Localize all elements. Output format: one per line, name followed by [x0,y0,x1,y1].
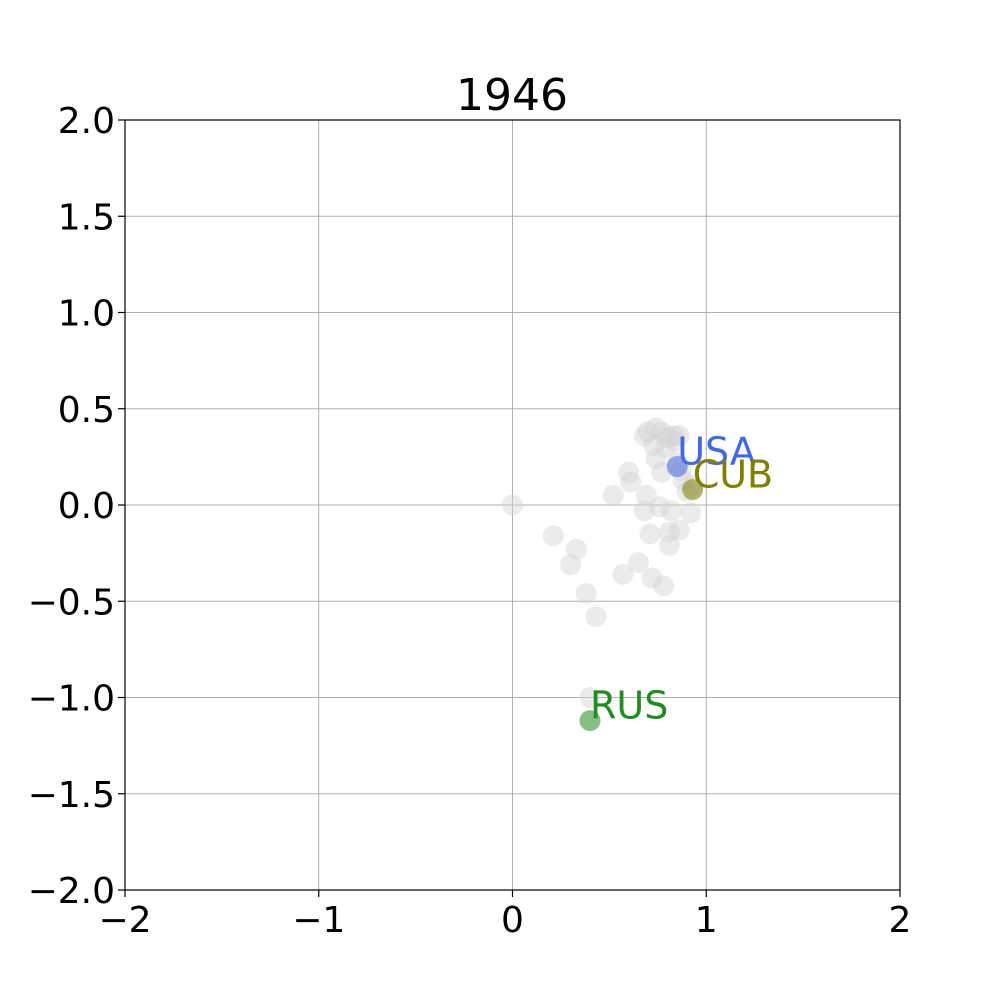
y-axis: 2.0 1.5 1.0 0.5 0.0 −0.5 −1.0 −1.5 −2.0 [28,101,125,912]
x-tick-label: 0 [501,900,524,941]
background-point [635,484,657,506]
background-point [655,436,677,458]
background-point [662,425,684,447]
background-point [653,575,675,597]
chart-title: 1946 [456,70,568,121]
background-point [668,519,690,541]
background-point [575,583,597,605]
background-points [502,417,704,708]
background-point [649,496,671,518]
background-point [641,567,663,589]
background-point [612,563,634,585]
background-point [633,500,655,522]
y-tick-label: 2.0 [58,101,115,142]
y-tick-label: 0.0 [58,486,115,527]
y-tick-label: −0.5 [28,582,115,623]
x-tick-label: −2 [98,900,151,941]
x-tick-label: 1 [695,900,718,941]
background-point [637,421,659,443]
background-point [560,554,582,576]
x-axis: −2 −1 0 1 2 [98,890,911,941]
background-point [502,494,523,516]
background-point [660,500,682,522]
background-point [585,606,607,628]
background-point [657,427,678,449]
background-point [542,525,564,547]
background-point [664,430,686,452]
y-tick-label: −1.0 [28,679,115,720]
background-point [620,471,642,493]
highlighted-point-rus [579,710,601,732]
background-point [633,425,655,447]
y-tick-label: −2.0 [28,871,115,912]
y-tick-label: 0.5 [58,390,115,431]
country-label-usa: USA [677,430,756,474]
background-point [645,448,667,470]
x-tick-label: −1 [292,900,345,941]
background-point [643,434,665,456]
y-tick-label: −1.5 [28,775,115,816]
background-point [645,417,667,439]
x-tick-label: 2 [889,900,912,941]
background-point [627,552,649,574]
background-point [658,534,680,556]
background-point [651,421,673,443]
background-point [668,425,690,447]
highlighted-point-usa [666,456,688,477]
background-point [639,523,661,545]
background-point [680,502,702,524]
y-tick-label: 1.0 [58,294,115,335]
background-point [618,461,640,483]
y-tick-label: 1.5 [58,197,115,238]
country-label-rus: RUS [590,684,668,728]
highlighted-point-cub [682,479,704,501]
background-point [565,538,587,560]
background-point [658,521,680,543]
country-label-cub: CUB [693,453,773,497]
background-point [579,687,601,708]
background-point [602,484,624,506]
